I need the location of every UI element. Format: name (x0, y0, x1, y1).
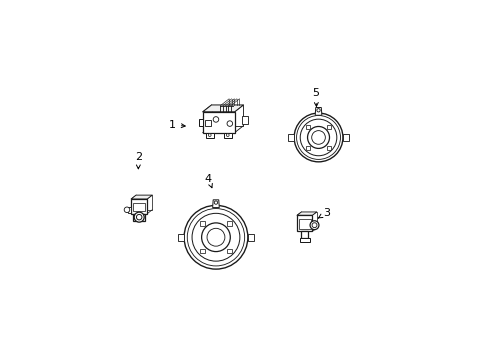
Circle shape (213, 117, 218, 122)
Text: 2: 2 (135, 152, 142, 169)
Polygon shape (131, 195, 152, 199)
Text: 4: 4 (204, 174, 212, 188)
Polygon shape (315, 108, 321, 115)
Bar (226, 248, 232, 253)
Circle shape (192, 213, 240, 261)
Polygon shape (296, 215, 312, 231)
Circle shape (300, 119, 336, 156)
Circle shape (311, 131, 325, 144)
Circle shape (187, 208, 244, 266)
Bar (248, 234, 253, 240)
Bar (133, 214, 145, 221)
Bar (133, 203, 145, 211)
Bar (343, 134, 348, 141)
Bar (326, 146, 330, 149)
Bar (178, 234, 183, 240)
Bar (298, 219, 310, 229)
Text: 5: 5 (312, 88, 319, 107)
Circle shape (124, 207, 129, 212)
Circle shape (296, 116, 340, 159)
Circle shape (206, 228, 224, 246)
Polygon shape (211, 105, 243, 126)
Bar (204, 120, 211, 126)
Circle shape (293, 113, 342, 162)
Bar (205, 132, 213, 138)
Circle shape (201, 223, 230, 252)
Circle shape (316, 109, 320, 112)
Text: 1: 1 (168, 120, 185, 130)
Circle shape (134, 212, 144, 222)
Bar (223, 132, 231, 138)
Circle shape (226, 121, 232, 126)
Circle shape (311, 223, 316, 228)
Polygon shape (136, 195, 152, 210)
Bar (199, 248, 205, 253)
Text: 3: 3 (318, 208, 330, 218)
Circle shape (183, 205, 247, 269)
Bar (226, 221, 232, 226)
Bar (127, 207, 131, 212)
Bar (300, 231, 308, 238)
Bar (242, 116, 247, 124)
Circle shape (214, 201, 217, 204)
Circle shape (307, 126, 329, 148)
Polygon shape (296, 212, 316, 215)
Polygon shape (212, 200, 219, 208)
Bar (305, 146, 310, 149)
Circle shape (208, 134, 211, 136)
Bar (299, 238, 309, 242)
Circle shape (136, 215, 142, 220)
Circle shape (226, 134, 229, 136)
Polygon shape (131, 199, 147, 214)
Circle shape (309, 221, 318, 230)
Polygon shape (301, 212, 316, 228)
Bar (199, 221, 205, 226)
Polygon shape (203, 112, 234, 132)
Bar (287, 134, 293, 141)
Polygon shape (203, 105, 243, 112)
Bar (305, 125, 310, 129)
Bar (199, 119, 203, 126)
Bar (326, 125, 330, 129)
